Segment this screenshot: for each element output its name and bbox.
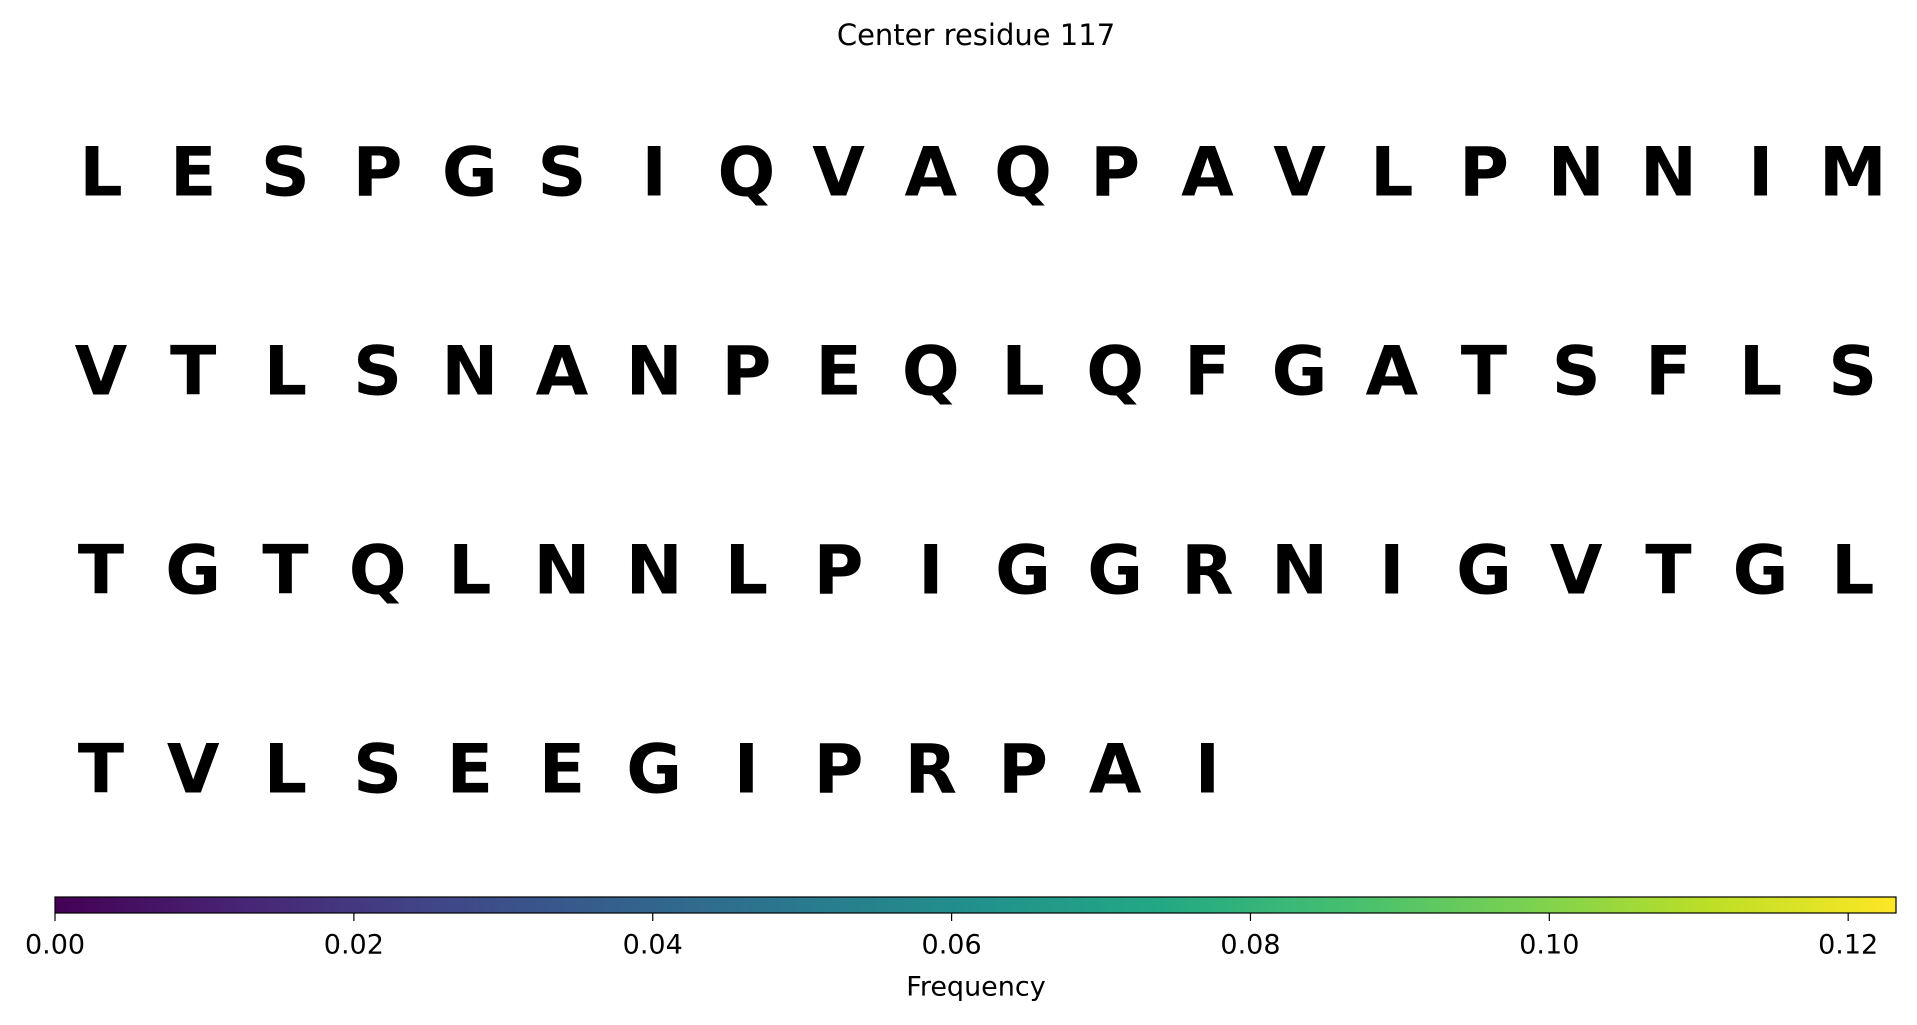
colorbar-tick-label: 0.00 [25,930,85,961]
residue: T [1461,333,1508,412]
residue: G [165,532,221,611]
residue: S [261,134,310,213]
residue: V [1550,532,1603,611]
residue: G [442,134,498,213]
residue: G [995,532,1051,611]
residue: E [539,731,585,810]
residue: N [1548,134,1605,213]
residue: G [1456,532,1512,611]
residue: N [1640,134,1697,213]
chart-title: Center residue 117 [837,18,1115,52]
residue: F [1184,333,1230,412]
residue: S [353,333,402,412]
residue: T [1645,532,1692,611]
residue: P [814,532,864,611]
colorbar-tick-label: 0.12 [1818,930,1878,961]
residue: S [1552,333,1601,412]
residue: N [534,532,591,611]
residue: V [167,731,220,810]
colorbar-label: Frequency [906,972,1046,1003]
residue: E [815,333,861,412]
colorbar [54,896,1897,914]
residue: R [1181,532,1233,611]
residue: N [626,532,683,611]
residue: E [447,731,493,810]
residue: I [1748,134,1773,213]
residue: L [448,532,491,611]
residue: S [1828,333,1877,412]
residue: N [626,333,683,412]
residue: I [918,532,943,611]
colorbar-tick-label: 0.04 [623,930,683,961]
residue: G [1272,333,1328,412]
residue: L [1739,333,1782,412]
residue: M [1819,134,1887,213]
residue: L [264,731,307,810]
residue: A [1089,731,1142,810]
residue: E [170,134,216,213]
colorbar-tick-label: 0.02 [324,930,384,961]
residue: V [1273,134,1326,213]
residue: P [1090,134,1140,213]
residue: T [78,731,125,810]
residue: A [536,333,589,412]
residue: A [1365,333,1418,412]
residue: S [538,134,587,213]
residue: I [1195,731,1220,810]
residue: R [905,731,957,810]
residue: A [1181,134,1234,213]
residue: S [353,731,402,810]
residue: F [1645,333,1691,412]
colorbar-tick-label: 0.10 [1519,930,1579,961]
residue: V [75,333,128,412]
residue: Q [717,134,775,213]
residue: I [1379,532,1404,611]
residue: G [626,731,682,810]
residue: P [721,333,771,412]
residue: L [1370,134,1413,213]
residue: G [1733,532,1789,611]
residue: V [812,134,865,213]
residue: Q [994,134,1052,213]
residue: P [353,134,403,213]
colorbar-tick-label: 0.08 [1220,930,1280,961]
residue: Q [1086,333,1144,412]
residue: A [904,134,957,213]
residue: I [734,731,759,810]
residue: L [79,134,122,213]
residue: N [1271,532,1328,611]
residue: T [262,532,309,611]
residue: I [642,134,667,213]
residue: L [264,333,307,412]
residue: L [1831,532,1874,611]
residue: P [998,731,1048,810]
residue: T [170,333,217,412]
residue: Q [349,532,407,611]
residue: T [78,532,125,611]
colorbar-tick-label: 0.06 [922,930,982,961]
residue: P [1459,134,1509,213]
residue: L [1001,333,1044,412]
residue: Q [902,333,960,412]
residue: G [1087,532,1143,611]
residue: L [725,532,768,611]
residue: P [814,731,864,810]
residue: N [441,333,498,412]
